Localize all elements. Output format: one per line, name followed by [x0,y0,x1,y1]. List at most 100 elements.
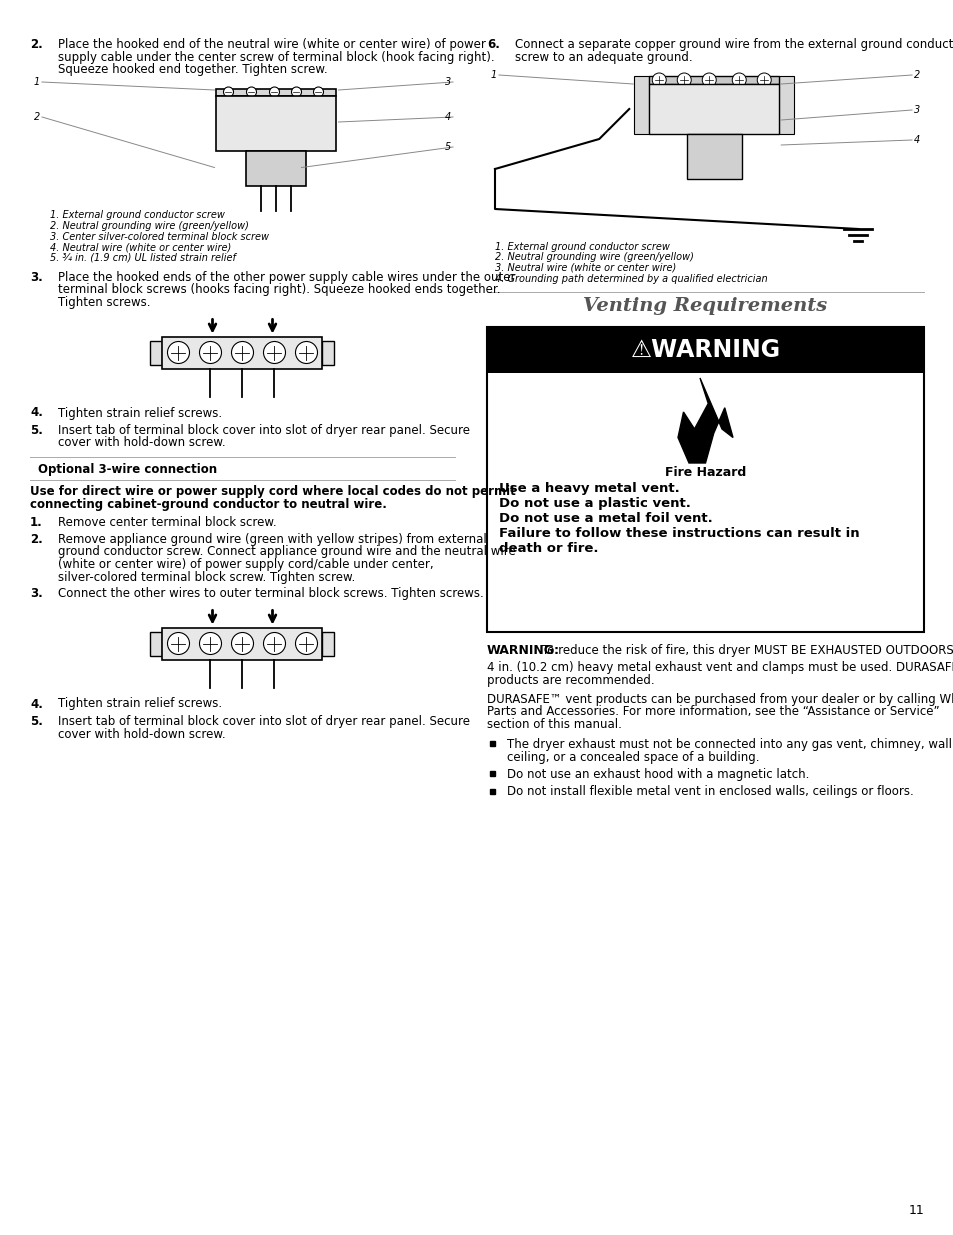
Text: 2: 2 [34,112,40,122]
Bar [486,327,923,632]
Circle shape [232,632,253,655]
Text: Parts and Accessories. For more information, see the “Assistance or Service”: Parts and Accessories. For more informat… [486,705,939,718]
Text: 5. ¾ in. (1.9 cm) UL listed strain relief: 5. ¾ in. (1.9 cm) UL listed strain relie… [50,252,235,263]
Text: 4.: 4. [30,406,43,420]
Polygon shape [678,378,732,463]
Text: 4. Neutral wire (white or center wire): 4. Neutral wire (white or center wire) [50,242,231,252]
Text: Do not use a metal foil vent.: Do not use a metal foil vent. [498,513,712,525]
Circle shape [652,73,665,86]
Text: 2: 2 [913,70,920,80]
Text: ground conductor screw. Connect appliance ground wire and the neutral wire: ground conductor screw. Connect applianc… [58,546,516,558]
Text: 6.: 6. [486,38,499,51]
Bar [151,341,162,364]
Bar [322,341,335,364]
Bar [246,151,306,185]
Text: Insert tab of terminal block cover into slot of dryer rear panel. Secure: Insert tab of terminal block cover into … [58,424,470,437]
Circle shape [757,73,770,86]
Text: section of this manual.: section of this manual. [486,718,621,730]
Text: 4: 4 [444,112,451,122]
Bar [649,77,779,84]
Circle shape [295,342,317,363]
Text: 3.: 3. [30,587,43,600]
Text: Tighten screws.: Tighten screws. [58,296,151,309]
Text: 11: 11 [907,1204,923,1216]
Bar [216,89,336,95]
Text: Optional 3-wire connection: Optional 3-wire connection [38,463,217,475]
Circle shape [263,632,285,655]
Text: supply cable under the center screw of terminal block (hook facing right).: supply cable under the center screw of t… [58,51,494,63]
Bar [322,631,335,656]
Bar [162,627,322,659]
Bar [151,631,162,656]
Text: 3. Neutral wire (white or center wire): 3. Neutral wire (white or center wire) [495,263,676,273]
Text: 1. External ground conductor screw: 1. External ground conductor screw [50,210,225,221]
Circle shape [232,342,253,363]
Text: Tighten strain relief screws.: Tighten strain relief screws. [58,698,222,710]
Bar [490,788,495,794]
Text: Connect a separate copper ground wire from the external ground conductor: Connect a separate copper ground wire fr… [515,38,953,51]
Text: 1. External ground conductor screw: 1. External ground conductor screw [495,242,669,252]
Circle shape [168,342,190,363]
Bar [649,84,779,135]
Text: Do not install flexible metal vent in enclosed walls, ceilings or floors.: Do not install flexible metal vent in en… [506,785,913,799]
Circle shape [168,632,190,655]
Circle shape [223,86,233,98]
Text: ⚠WARNING: ⚠WARNING [630,338,780,362]
Text: 3: 3 [444,77,451,86]
Text: screw to an adequate ground.: screw to an adequate ground. [515,51,692,63]
Text: WARNING:: WARNING: [486,643,559,657]
Text: To reduce the risk of fire, this dryer MUST BE EXHAUSTED OUTDOORS.: To reduce the risk of fire, this dryer M… [541,643,953,657]
Text: 4: 4 [913,135,920,144]
Text: 1: 1 [34,77,40,86]
Bar [486,327,923,373]
Text: 5: 5 [444,142,451,152]
Text: 2.: 2. [30,38,43,51]
Text: 2.: 2. [30,534,43,546]
Text: (white or center wire) of power supply cord/cable under center,: (white or center wire) of power supply c… [58,558,434,571]
Text: ceiling, or a concealed space of a building.: ceiling, or a concealed space of a build… [506,751,759,763]
Bar [634,77,649,135]
Text: Venting Requirements: Venting Requirements [583,296,827,315]
Circle shape [292,86,301,98]
Bar [686,135,741,179]
Circle shape [199,632,221,655]
Circle shape [263,342,285,363]
Text: 2. Neutral grounding wire (green/yellow): 2. Neutral grounding wire (green/yellow) [495,252,693,263]
Text: 4. Grounding path determined by a qualified electrician: 4. Grounding path determined by a qualif… [495,273,767,284]
Text: silver-colored terminal block screw. Tighten screw.: silver-colored terminal block screw. Tig… [58,571,355,583]
Text: Tighten strain relief screws.: Tighten strain relief screws. [58,406,222,420]
Bar [490,741,495,746]
Text: Use for direct wire or power supply cord where local codes do not permit: Use for direct wire or power supply cord… [30,485,516,499]
Circle shape [701,73,716,86]
Text: cover with hold-down screw.: cover with hold-down screw. [58,727,226,741]
Bar [162,336,322,368]
Text: Insert tab of terminal block cover into slot of dryer rear panel. Secure: Insert tab of terminal block cover into … [58,715,470,727]
Text: 1: 1 [491,70,497,80]
Text: cover with hold-down screw.: cover with hold-down screw. [58,436,226,450]
Text: 2. Neutral grounding wire (green/yellow): 2. Neutral grounding wire (green/yellow) [50,221,249,231]
Text: 4.: 4. [30,698,43,710]
Circle shape [295,632,317,655]
Bar [490,771,495,776]
Circle shape [677,73,691,86]
Text: 1.: 1. [30,516,43,530]
Text: Fire Hazard: Fire Hazard [664,466,745,479]
Text: Remove center terminal block screw.: Remove center terminal block screw. [58,516,276,530]
Text: Do not use a plastic vent.: Do not use a plastic vent. [498,496,690,510]
Text: connecting cabinet-ground conductor to neutral wire.: connecting cabinet-ground conductor to n… [30,498,387,511]
Text: Failure to follow these instructions can result in: Failure to follow these instructions can… [498,527,859,540]
Text: The dryer exhaust must not be connected into any gas vent, chimney, wall,: The dryer exhaust must not be connected … [506,739,953,751]
Text: Remove appliance ground wire (green with yellow stripes) from external: Remove appliance ground wire (green with… [58,534,486,546]
Text: 5.: 5. [30,424,43,437]
Text: 4 in. (10.2 cm) heavy metal exhaust vent and clamps must be used. DURASAFE™ vent: 4 in. (10.2 cm) heavy metal exhaust vent… [486,662,953,674]
Text: DURASAFE™ vent products can be purchased from your dealer or by calling Whirlpoo: DURASAFE™ vent products can be purchased… [486,693,953,705]
Text: 3. Center silver-colored terminal block screw: 3. Center silver-colored terminal block … [50,231,269,242]
Text: Use a heavy metal vent.: Use a heavy metal vent. [498,482,679,495]
Circle shape [732,73,745,86]
Text: 5.: 5. [30,715,43,727]
Text: Place the hooked ends of the other power supply cable wires under the outer: Place the hooked ends of the other power… [58,270,515,284]
Text: Place the hooked end of the neutral wire (white or center wire) of power: Place the hooked end of the neutral wire… [58,38,485,51]
Text: products are recommended.: products are recommended. [486,674,654,687]
Circle shape [199,342,221,363]
Text: terminal block screws (hooks facing right). Squeeze hooked ends together.: terminal block screws (hooks facing righ… [58,284,500,296]
